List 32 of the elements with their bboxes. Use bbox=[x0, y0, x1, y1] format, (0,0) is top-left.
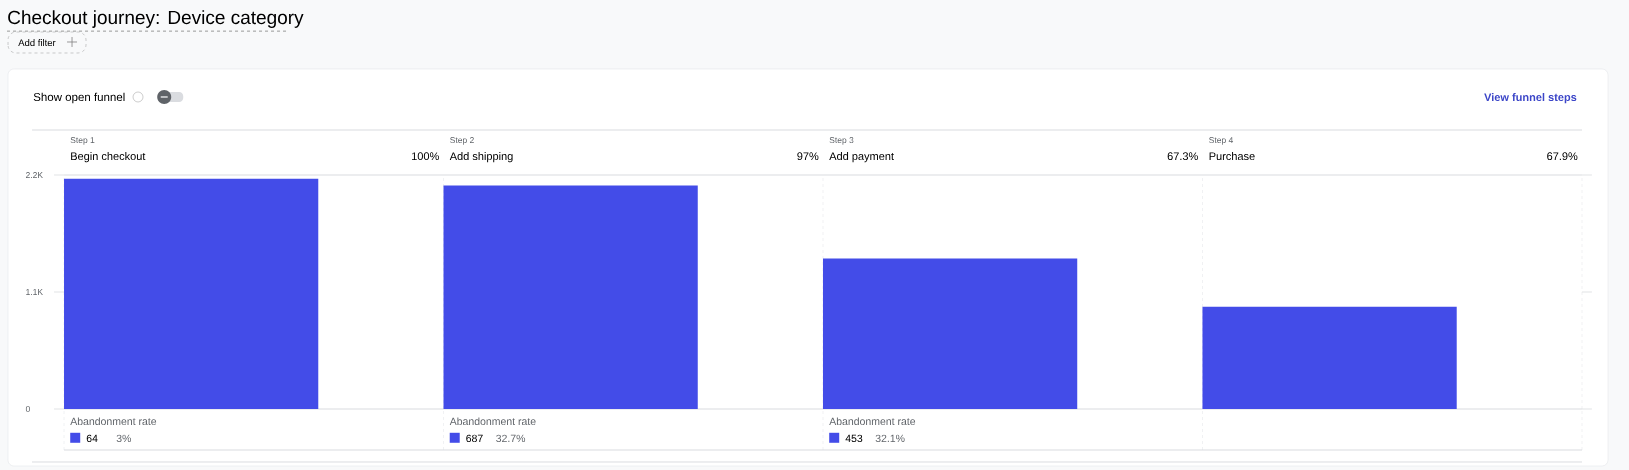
text: Step 2 bbox=[450, 137, 474, 145]
text: 32.7% bbox=[496, 434, 526, 443]
text: Step 4 bbox=[1209, 137, 1234, 145]
text: Show open funnel bbox=[33, 92, 125, 104]
x-tick-label: Add shipping bbox=[449, 152, 513, 163]
y-tick-label: 2.2K bbox=[25, 172, 43, 178]
text: 67.9% bbox=[1547, 152, 1578, 161]
text: Abandonment rate bbox=[829, 417, 916, 426]
text: 67.3% bbox=[1167, 152, 1198, 161]
bar bbox=[443, 185, 698, 409]
y-tick-label: 0 bbox=[25, 405, 30, 412]
y-tick-label: 1.1K bbox=[26, 289, 43, 295]
chart-title: Checkout journey: Device category bbox=[8, 10, 304, 28]
text: View funnel steps bbox=[1484, 93, 1577, 104]
bar bbox=[822, 258, 1078, 409]
text: Add filter bbox=[18, 39, 56, 47]
text: 97% bbox=[797, 152, 819, 161]
text: Step 3 bbox=[829, 137, 854, 145]
text: 3% bbox=[116, 434, 132, 443]
text: 64 bbox=[86, 434, 98, 443]
bar bbox=[1202, 306, 1457, 409]
text: 32.1% bbox=[875, 434, 905, 443]
text: 453 bbox=[845, 434, 863, 443]
text: Step 1 bbox=[70, 137, 95, 145]
text: 687 bbox=[466, 434, 483, 443]
x-tick-label: Add payment bbox=[829, 152, 894, 163]
text: 100% bbox=[412, 152, 439, 161]
x-tick-label: Purchase bbox=[1209, 152, 1255, 161]
bar bbox=[64, 178, 319, 409]
x-tick-label: Begin checkout bbox=[71, 152, 146, 163]
text: Abandonment rate bbox=[70, 417, 157, 426]
text: Abandonment rate bbox=[449, 417, 536, 426]
